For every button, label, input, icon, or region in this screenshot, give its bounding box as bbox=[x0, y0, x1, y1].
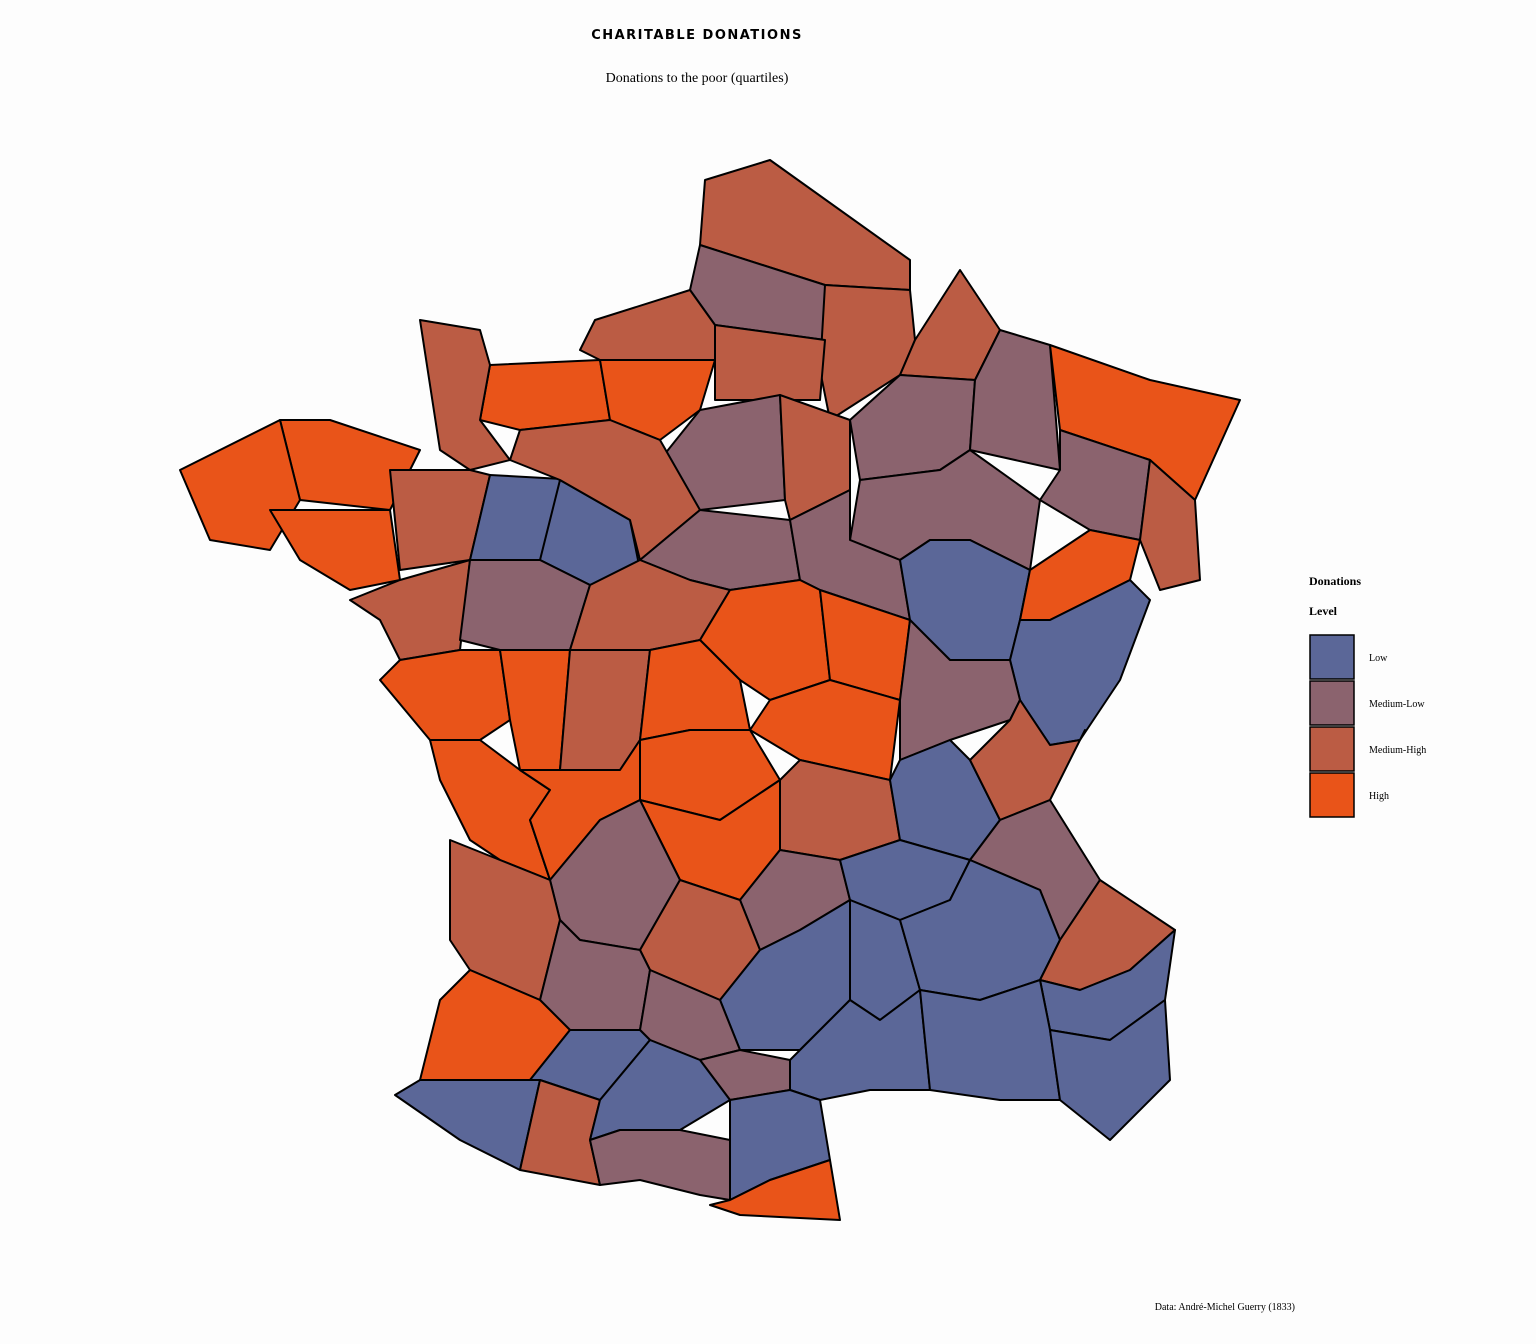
source-note: Data: André-Michel Guerry (1833) bbox=[1155, 1302, 1295, 1313]
region bbox=[709, 1159, 841, 1221]
region bbox=[1139, 459, 1201, 591]
region bbox=[479, 359, 611, 431]
region bbox=[919, 979, 1061, 1101]
region bbox=[509, 419, 701, 561]
region bbox=[969, 329, 1061, 471]
legend-swatch bbox=[1309, 726, 1355, 772]
legend-swatch bbox=[1309, 634, 1355, 680]
region bbox=[589, 1129, 731, 1201]
legend-label: Medium-Low bbox=[1369, 699, 1425, 710]
region bbox=[599, 359, 716, 441]
legend-label: Low bbox=[1369, 653, 1388, 664]
region bbox=[419, 319, 511, 471]
legend-swatch bbox=[1309, 772, 1355, 818]
legend-label: Medium-High bbox=[1369, 745, 1426, 756]
legend-label: High bbox=[1369, 791, 1389, 802]
regions bbox=[179, 159, 1241, 1221]
legend: Low Medium-Low Medium-High High bbox=[1309, 634, 1426, 818]
legend-swatch bbox=[1309, 680, 1355, 726]
legend-title: Donations bbox=[1309, 574, 1361, 588]
map-subtitle: Donations to the poor (quartiles) bbox=[606, 71, 789, 86]
region bbox=[714, 324, 826, 401]
map-title: CHARITABLE DONATIONS bbox=[591, 28, 803, 43]
region bbox=[269, 509, 401, 591]
region bbox=[1049, 999, 1171, 1141]
region bbox=[969, 699, 1086, 821]
legend-title: Level bbox=[1309, 604, 1338, 618]
